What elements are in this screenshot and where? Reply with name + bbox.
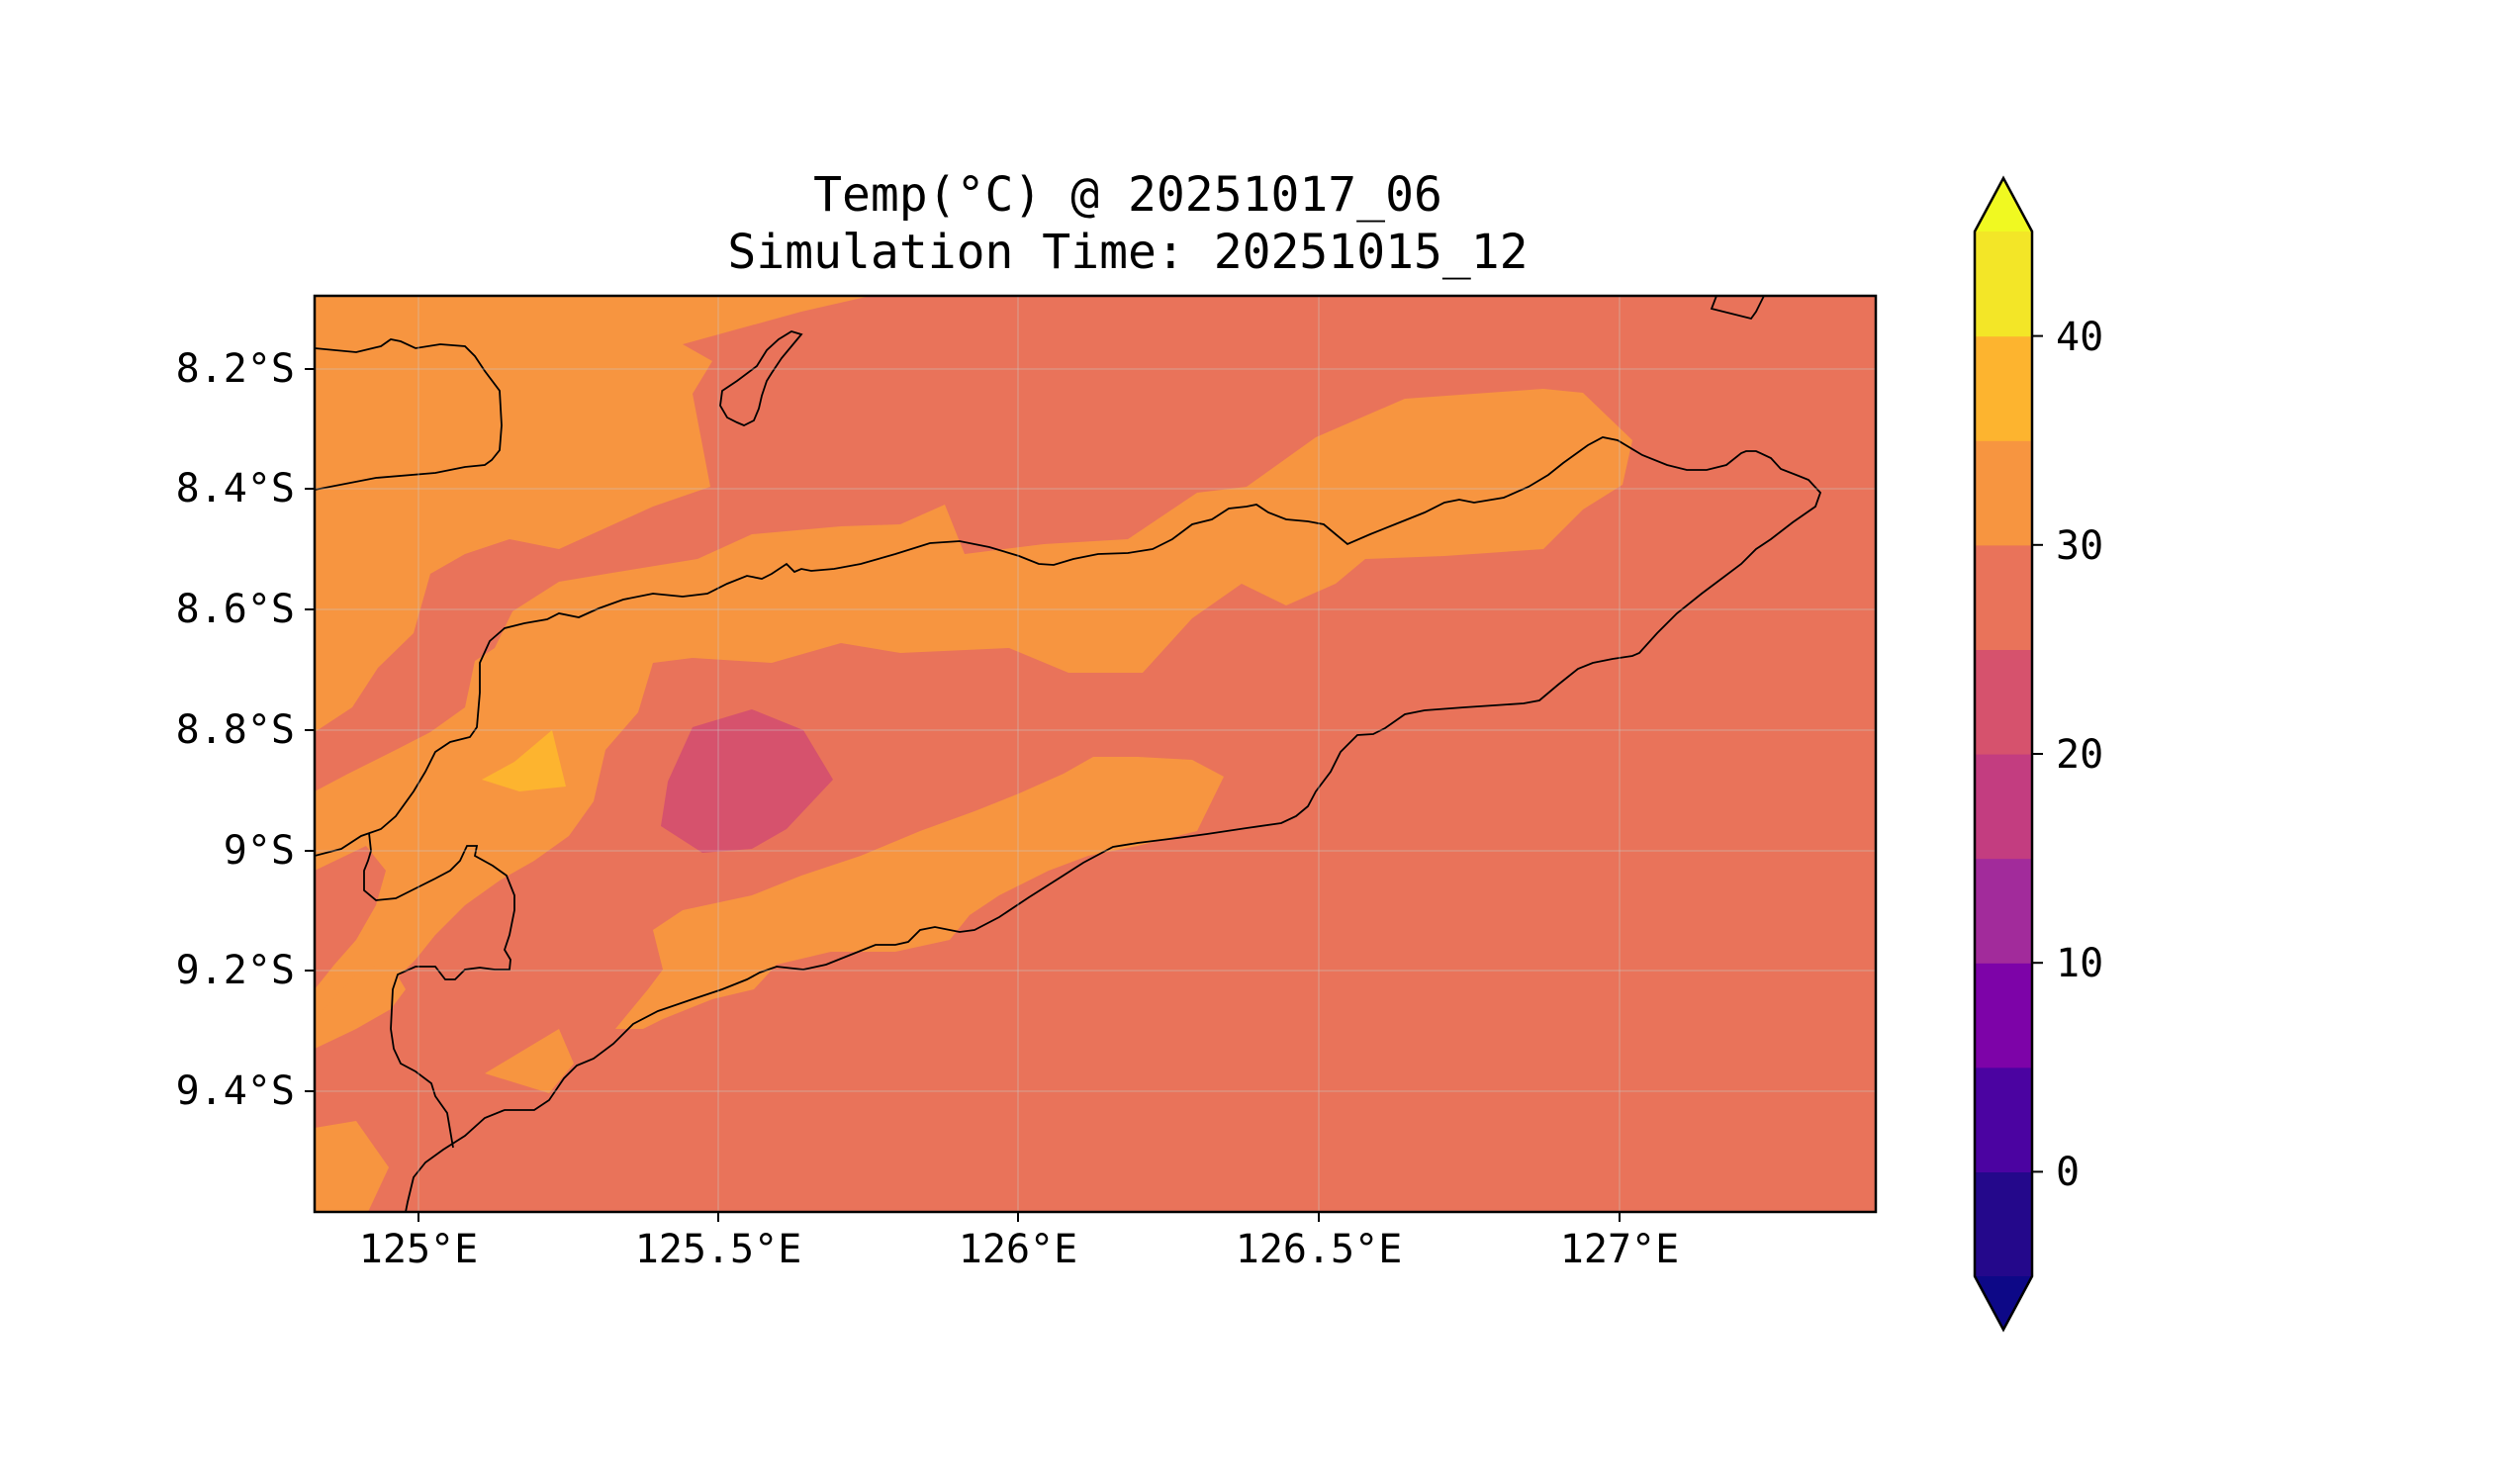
lon-label-126: 126°E [958, 1227, 1078, 1272]
colorbar-outline [1973, 175, 2034, 1333]
colorbar-segment-40-45 [1975, 232, 2032, 337]
colorbar-tick-label-10: 10 [2056, 941, 2104, 986]
colorbar-under-extension [1975, 1276, 2032, 1330]
band-35-40-hotspot [482, 730, 566, 791]
lat-label-8.2: 8.2°S [175, 346, 295, 392]
lat-label-9.0: 9°S [223, 828, 295, 874]
colorbar-segment-30-35 [1975, 440, 2032, 546]
colorbar-tick-label-20: 20 [2056, 732, 2104, 778]
lat-label-9.2: 9.2°S [175, 948, 295, 993]
band-30-35-northwest [315, 296, 871, 732]
colorbar-over-extension [1975, 178, 2032, 232]
lat-label-8.4: 8.4°S [175, 466, 295, 511]
coastline-alor-west [315, 338, 503, 491]
colorbar-segment-25-30 [1975, 544, 2032, 650]
colorbar-tick-label-30: 30 [2056, 523, 2104, 569]
coastline-northeast-islet [1710, 296, 1765, 321]
colorbar-segment--5-0 [1975, 1171, 2032, 1277]
colorbar-tick-label-40: 40 [2056, 315, 2104, 360]
colorbar-segment-15-20 [1975, 754, 2032, 860]
colorbar [1973, 175, 2043, 1333]
band-30-35-southeast-patch [485, 1029, 574, 1093]
lat-label-8.6: 8.6°S [175, 587, 295, 632]
coastlines [315, 296, 1822, 1212]
coastline-timor [315, 436, 1822, 1212]
axis-ticks [305, 368, 1621, 1222]
band-30-35-southwest [315, 960, 406, 1049]
colorbar-tick-label-0: 0 [2056, 1150, 2081, 1195]
colorbar-segment-35-40 [1975, 335, 2032, 441]
contour-fields [315, 296, 1876, 1212]
band-30-35-north-strip [315, 389, 1632, 1039]
band-20-25-coolspot [661, 709, 833, 853]
lon-label-126.5: 126.5°E [1235, 1227, 1403, 1272]
map-subtitle: Simulation Time: 20251015_12 [727, 225, 1529, 280]
lon-label-127: 127°E [1559, 1227, 1680, 1272]
coastline-west-island [363, 832, 515, 1149]
lat-label-8.8: 8.8°S [175, 707, 295, 753]
band-30-35-corner [315, 1121, 389, 1212]
colorbar-segment-10-15 [1975, 858, 2032, 964]
lon-label-125.5: 125.5°E [634, 1227, 802, 1272]
band-30-35-south-strip [615, 757, 1224, 1029]
lon-label-125: 125°E [358, 1227, 479, 1272]
colorbar-segment-5-10 [1975, 963, 2032, 1068]
gridlines [315, 296, 1876, 1212]
map-title: Temp(°C) @ 20251017_06 [813, 167, 1442, 223]
colorbar-segment-20-25 [1975, 649, 2032, 755]
lat-label-9.4: 9.4°S [175, 1068, 295, 1114]
coastline-alor-east [719, 330, 803, 426]
map-frame [313, 294, 1878, 1214]
colorbar-segment-0-5 [1975, 1067, 2032, 1172]
